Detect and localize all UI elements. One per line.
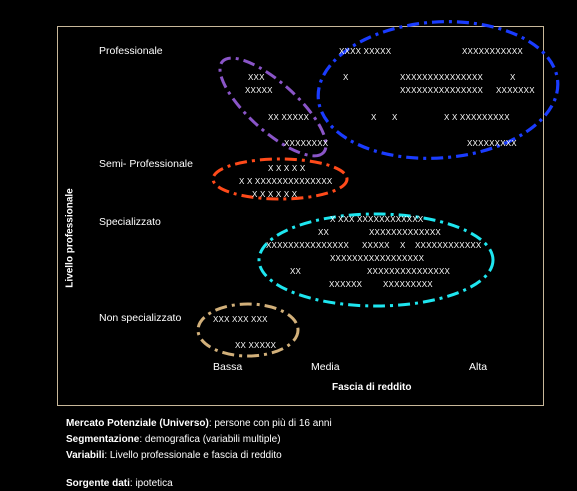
- cluster-marks-row: XXXXXX: [329, 280, 363, 289]
- cluster-ellipse-transizione: [218, 56, 328, 158]
- income-label-media: Media: [311, 361, 340, 373]
- note-sorgente-text: : ipotetica: [129, 478, 173, 489]
- level-label-specializzato: Specializzato: [99, 216, 161, 228]
- cluster-marks-row: XXX XXX XXX: [213, 315, 268, 324]
- x-axis-title: Fascia di reddito: [332, 382, 412, 393]
- cluster-marks-row: XXX: [248, 73, 265, 82]
- cluster-ellipse-non-specializzato: [196, 302, 300, 358]
- note-variabili: Variabili: Livello professionale e fasci…: [66, 448, 332, 464]
- cluster-ellipse-professionale: [316, 20, 560, 160]
- cluster-marks-row: X: [371, 113, 377, 122]
- note-universo-text: : persone con più di 16 anni: [208, 418, 332, 429]
- income-label-alta: Alta: [469, 361, 488, 373]
- cluster-marks-row: XXXXXXXXX: [467, 139, 517, 148]
- notes-block: Mercato Potenziale (Universo): persone c…: [66, 416, 332, 491]
- cluster-marks-row: XXXXXXXXXXXXXXXXX: [330, 254, 425, 263]
- cluster-marks-row: X X XXXXXXXXX: [444, 113, 510, 122]
- cluster-marks-row: X XXX XXXXXXXXXXXX: [330, 215, 424, 224]
- cluster-marks-row: XXXXXXXXXXXXXXX: [367, 267, 451, 276]
- y-axis-title: Livello professionale: [64, 188, 76, 288]
- cluster-marks-row: XXXXXXXXX: [383, 280, 433, 289]
- cluster-marks-row: XXXXXXXX: [284, 139, 329, 148]
- cluster-marks-row: XXXXXXXXXXXXX: [369, 228, 441, 237]
- cluster-ellipse-semi-professionale: [211, 157, 349, 201]
- cluster-marks-row: X: [510, 73, 516, 82]
- level-label-professionale: Professionale: [99, 45, 163, 57]
- cluster-marks-row: XX XXXXX: [268, 113, 310, 122]
- note-variabili-text: : Livello professionale e fascia di redd…: [104, 450, 282, 461]
- cluster-marks-row: X X XXXXXXXXXXXXXX: [239, 177, 333, 186]
- cluster-marks-row: XX: [290, 267, 302, 276]
- cluster-marks-row: XXXXX: [245, 86, 273, 95]
- cluster-marks-row: X: [392, 113, 398, 122]
- cluster-marks-row: X X X X X X: [252, 190, 298, 199]
- note-sorgente-label: Sorgente dati: [66, 478, 130, 489]
- cluster-marks-row: XXXXXXXXXXXXXXX: [400, 86, 484, 95]
- cluster-marks-row: X: [400, 241, 406, 250]
- cluster-marks-row: XXXXX: [362, 241, 390, 250]
- diagram-frame: [57, 26, 544, 406]
- cluster-marks-row: XX XXXXX: [235, 341, 277, 350]
- cluster-marks-row: XXXXXXXXXXX: [462, 47, 523, 56]
- cluster-marks-row: XXXXXXX: [496, 86, 535, 95]
- income-label-bassa: Bassa: [213, 361, 243, 373]
- note-segmentazione: Segmentazione: demografica (variabili mu…: [66, 432, 332, 448]
- note-variabili-label: Variabili: [66, 450, 105, 461]
- cluster-marks-row: XXXXXXXXXXXXXXX: [266, 241, 350, 250]
- level-label-semi-professionale: Semi- Professionale: [99, 158, 193, 170]
- cluster-marks-row: XXXXXXXXXXXXXXX: [400, 73, 484, 82]
- level-label-non-specializzato: Non specializzato: [99, 312, 182, 324]
- cluster-marks-row: XX: [318, 228, 330, 237]
- note-universo-label: Mercato Potenziale (Universo): [66, 418, 209, 429]
- cluster-marks-row: X: [343, 73, 349, 82]
- note-segmentazione-label: Segmentazione: [66, 434, 140, 445]
- cluster-marks-row: XXXX XXXXX: [339, 47, 392, 56]
- cluster-ellipse-specializzato: [257, 212, 495, 308]
- note-segmentazione-text: : demografica (variabili multiple): [139, 434, 281, 445]
- note-sorgente: Sorgente dati: ipotetica: [66, 476, 332, 491]
- note-universo: Mercato Potenziale (Universo): persone c…: [66, 416, 332, 432]
- cluster-marks-row: XXXXXXXXXXXX: [415, 241, 482, 250]
- cluster-marks-row: X X X X X: [268, 164, 306, 173]
